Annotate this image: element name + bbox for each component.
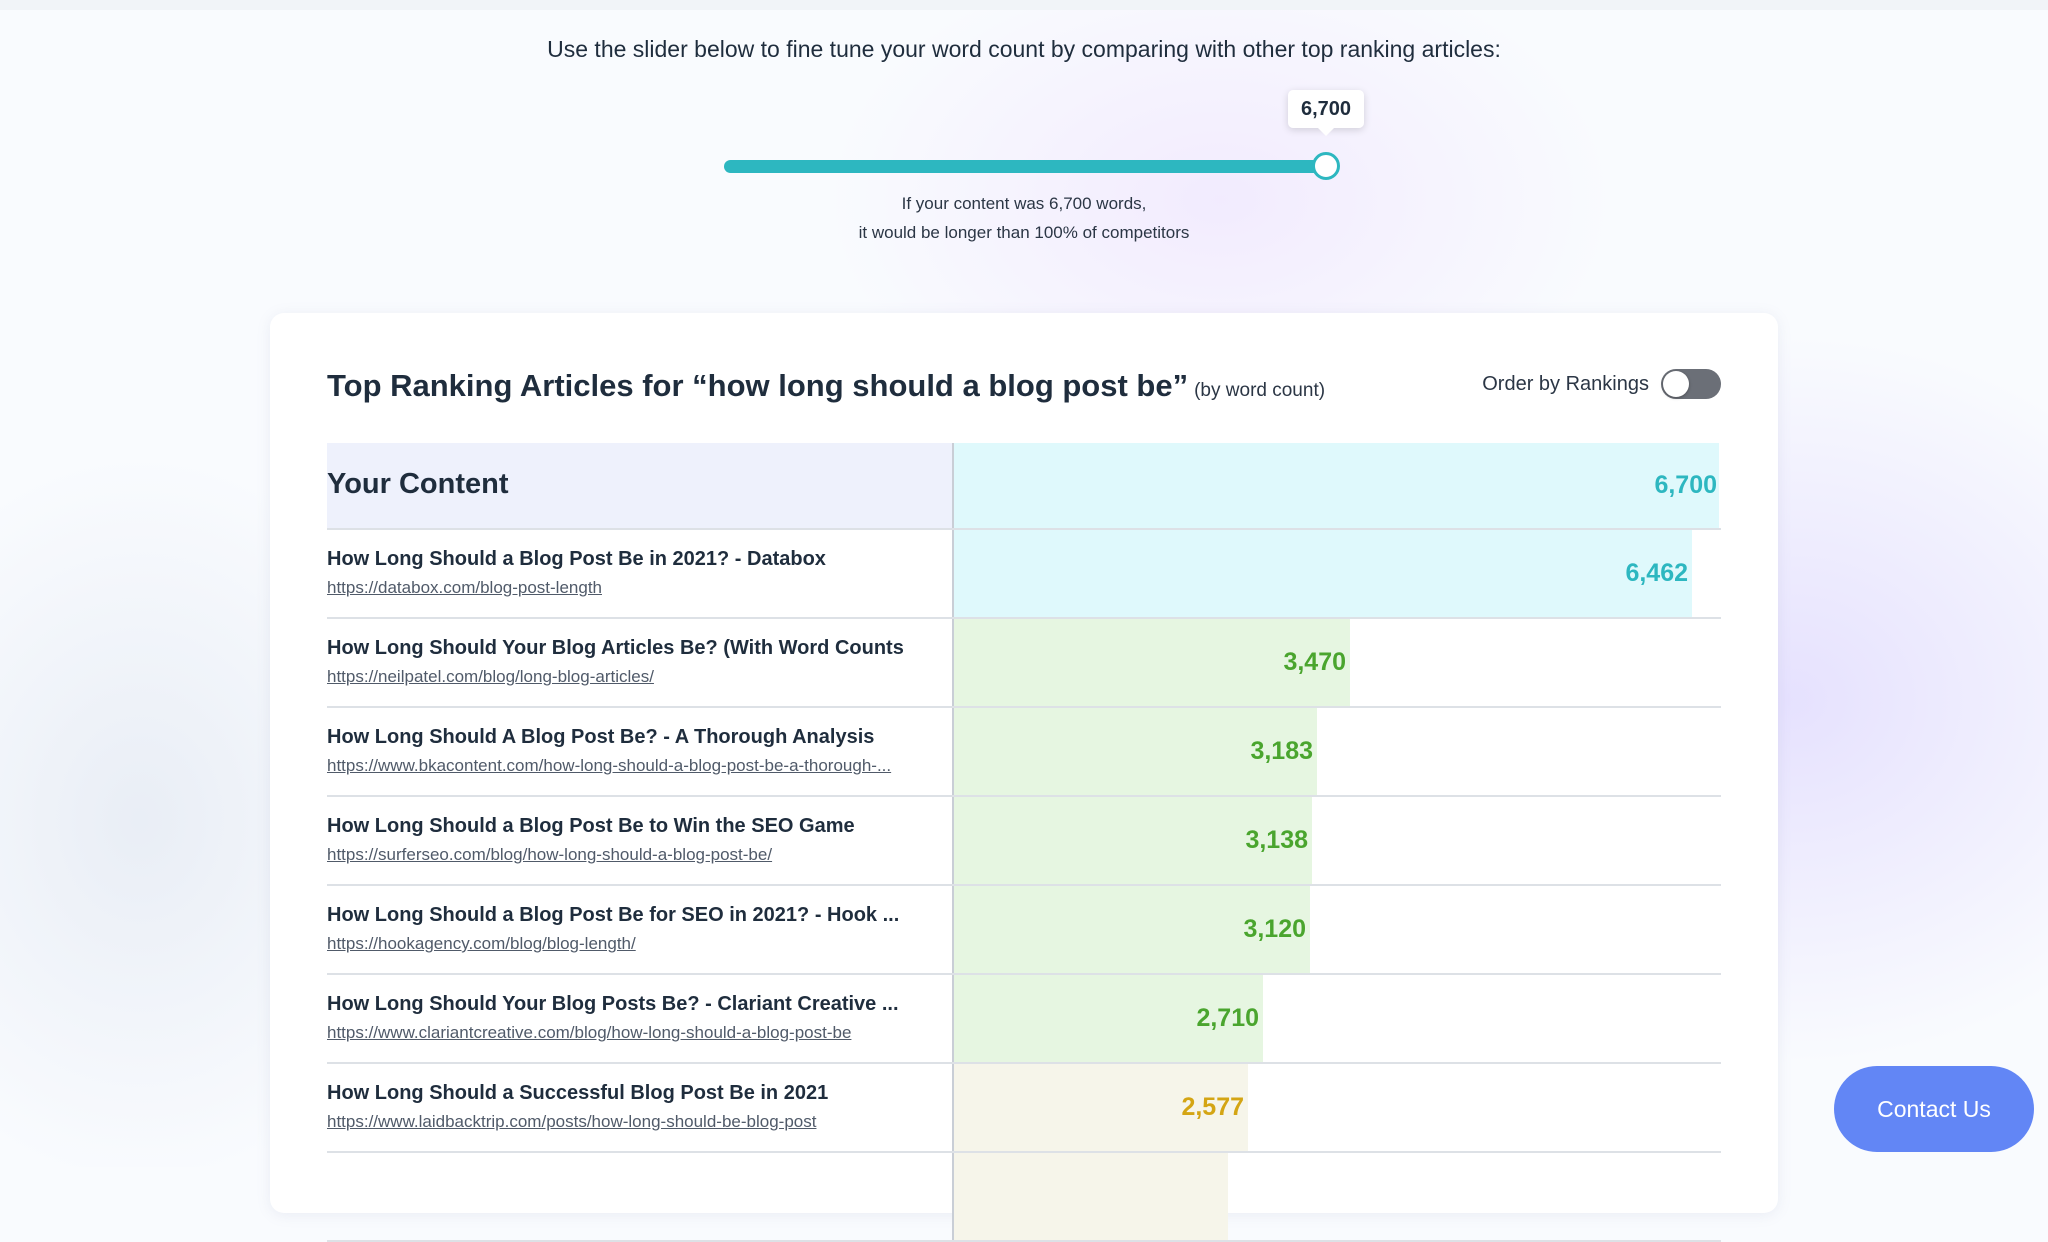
article-bar-cell: 2,577: [954, 1064, 1721, 1151]
article-row: How Long Should a Blog Post Be in 2021? …: [327, 530, 1721, 619]
article-title: How Long Should Your Blog Posts Be? - Cl…: [327, 993, 899, 1015]
order-by-rankings-toggle[interactable]: [1661, 369, 1721, 399]
slider-caption: If your content was 6,700 words, it woul…: [0, 189, 2048, 247]
article-row: How Long Should Your Blog Articles Be? (…: [327, 619, 1721, 708]
article-title: How Long Should a Blog Post Be for SEO i…: [327, 904, 900, 926]
article-url-link[interactable]: https://www.clariantcreative.com/blog/ho…: [327, 1023, 852, 1042]
article-word-count: 6,462: [1625, 559, 1688, 587]
article-row: How Long Should A Blog Post Be? - A Thor…: [327, 708, 1721, 797]
top-strip: [0, 0, 2048, 10]
order-by-rankings: Order by Rankings: [1482, 369, 1721, 399]
article-info-cell: How Long Should a Successful Blog Post B…: [327, 1064, 954, 1151]
slider-thumb[interactable]: [1312, 152, 1340, 180]
article-info-cell: How Long Should Your Blog Articles Be? (…: [327, 619, 954, 706]
article-word-count-bar: [954, 797, 1312, 884]
article-url-link[interactable]: https://neilpatel.com/blog/long-blog-art…: [327, 667, 654, 686]
article-title: How Long Should Your Blog Articles Be? (…: [327, 637, 904, 659]
your-content-value: 6,700: [1654, 471, 1717, 499]
toggle-knob: [1663, 371, 1689, 397]
article-word-count: 2,710: [1196, 1004, 1259, 1032]
article-word-count-bar: [954, 530, 1692, 617]
article-word-count-bar: [954, 619, 1350, 706]
article-url-link[interactable]: https://www.laidbacktrip.com/posts/how-l…: [327, 1112, 817, 1131]
your-content-row: Your Content 6,700: [327, 443, 1721, 530]
contact-us-button[interactable]: Contact Us: [1834, 1066, 2034, 1152]
article-row: How Long Should Your Blog Posts Be? - Cl…: [327, 975, 1721, 1064]
article-title: How Long Should a Blog Post Be to Win th…: [327, 815, 855, 837]
article-title: How Long Should a Blog Post Be in 2021? …: [327, 548, 826, 570]
article-bar-cell: [954, 1153, 1721, 1240]
article-title: How Long Should a Successful Blog Post B…: [327, 1082, 829, 1104]
slider-caption-line1: If your content was 6,700 words,: [901, 194, 1147, 213]
your-content-label-cell: Your Content: [327, 443, 954, 528]
slider-rail[interactable]: [724, 160, 1324, 173]
card-subtitle: (by word count): [1194, 380, 1326, 401]
order-by-rankings-label: Order by Rankings: [1482, 372, 1649, 395]
article-info-cell: How Long Should a Blog Post Be in 2021? …: [327, 530, 954, 617]
your-content-bar-cell: 6,700: [954, 443, 1721, 528]
article-bar-cell: 3,138: [954, 797, 1721, 884]
article-word-count: 3,183: [1250, 737, 1313, 765]
article-title: How Long Should A Blog Post Be? - A Thor…: [327, 726, 875, 748]
article-bar-cell: 2,710: [954, 975, 1721, 1062]
articles-table: Your Content 6,700 How Long Should a Blo…: [327, 443, 1721, 1242]
slider-caption-line2: it would be longer than 100% of competit…: [858, 223, 1190, 242]
article-info-cell: How Long Should A Blog Post Be? - A Thor…: [327, 708, 954, 795]
article-url-link[interactable]: https://www.bkacontent.com/how-long-shou…: [327, 756, 892, 775]
article-word-count-bar: [954, 1153, 1228, 1240]
article-url-link[interactable]: https://databox.com/blog-post-length: [327, 578, 602, 597]
article-word-count-bar: [954, 975, 1263, 1062]
card-title: Top Ranking Articles for “how long shoul…: [327, 368, 1325, 404]
article-info-cell: How Long Should Your Blog Posts Be? - Cl…: [327, 975, 954, 1062]
article-word-count-bar: [954, 886, 1310, 973]
slider-value-tooltip: 6,700: [1288, 90, 1364, 136]
article-word-count: 3,470: [1283, 648, 1346, 676]
slider-instructions: Use the slider below to fine tune your w…: [547, 36, 1501, 62]
article-bar-cell: 3,470: [954, 619, 1721, 706]
article-bar-cell: 3,183: [954, 708, 1721, 795]
article-word-count-bar: [954, 708, 1317, 795]
ranking-card: Top Ranking Articles for “how long shoul…: [270, 313, 1778, 1242]
your-content-bar: [954, 443, 1719, 528]
card-title-text: Top Ranking Articles for “how long shoul…: [327, 368, 1189, 403]
article-info-cell: How Long Should a Blog Post Be for SEO i…: [327, 886, 954, 973]
your-content-label: Your Content: [327, 468, 509, 500]
word-count-slider[interactable]: [720, 150, 1340, 190]
article-bar-cell: 6,462: [954, 530, 1721, 617]
article-url-link[interactable]: https://surferseo.com/blog/how-long-shou…: [327, 845, 773, 864]
article-word-count: 3,120: [1243, 915, 1306, 943]
article-info-cell: How Long Should a Blog Post Be to Win th…: [327, 797, 954, 884]
article-word-count-bar: [954, 1064, 1248, 1151]
article-word-count: 3,138: [1245, 826, 1308, 854]
article-row: How Long Should a Blog Post Be to Win th…: [327, 797, 1721, 886]
article-url-link[interactable]: https://hookagency.com/blog/blog-length/: [327, 934, 636, 953]
article-bar-cell: 3,120: [954, 886, 1721, 973]
article-row: How Long Should a Blog Post Be for SEO i…: [327, 886, 1721, 975]
article-row: [327, 1153, 1721, 1242]
article-row: How Long Should a Successful Blog Post B…: [327, 1064, 1721, 1153]
article-info-cell: [327, 1153, 954, 1240]
article-word-count: 2,577: [1181, 1093, 1244, 1121]
